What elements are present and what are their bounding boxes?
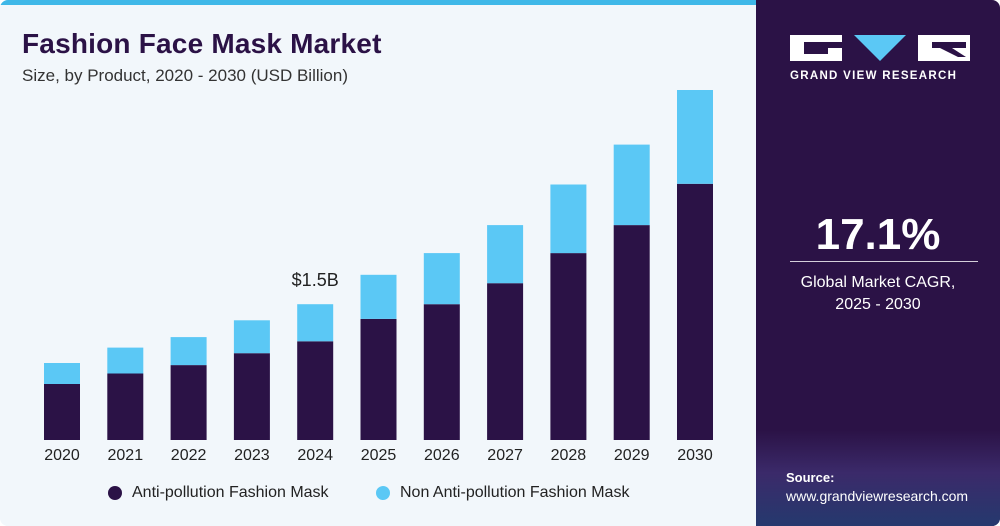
bar-anti-pollution-2030 (677, 183, 713, 441)
source-label: Source: (786, 470, 835, 485)
bar-non-anti-pollution-2028 (550, 184, 587, 254)
bar-chart: 2020 2021 2022 2023 2024 2025 2026 2027 2028 2029… (44, 90, 713, 464)
bar-anti-pollution-2021 (107, 373, 144, 440)
x-tick-label-2026: 2026 (424, 447, 460, 464)
legend-label-non-anti-pollution: Non Anti-pollution Fashion Mask (400, 484, 630, 501)
x-tick-label-2022: 2022 (171, 447, 207, 464)
brand-name: GRAND VIEW RESEARCH (790, 70, 958, 82)
legend-swatch-non-anti-pollution (376, 486, 390, 500)
legend-swatch-anti-pollution (108, 486, 122, 500)
bar-anti-pollution-2023 (233, 353, 270, 440)
bar-non-anti-pollution-2022 (170, 337, 207, 366)
bar-anti-pollution-2025 (360, 318, 397, 440)
source-link[interactable]: www.grandviewresearch.com (786, 488, 969, 504)
legend-item-non-anti-pollution: Non Anti-pollution Fashion Mask (376, 484, 629, 502)
cagr-value: 17.1% (815, 210, 941, 259)
bar-non-anti-pollution-2023 (233, 320, 270, 354)
bar-non-anti-pollution-2026 (423, 253, 460, 305)
cagr-label-line1: Global Market CAGR, (800, 274, 956, 291)
side-panel-footer (756, 430, 1000, 526)
x-tick-label-2021: 2021 (108, 447, 144, 464)
bar-non-anti-pollution-2027 (487, 225, 524, 284)
bar-anti-pollution-2027 (487, 283, 524, 440)
x-tick-label-2025: 2025 (361, 447, 397, 464)
bar-anti-pollution-2024 (297, 341, 334, 440)
bar-non-anti-pollution-2025 (360, 274, 397, 319)
bar-anti-pollution-2029 (613, 225, 650, 440)
cagr-label-line2: 2025 - 2030 (835, 296, 921, 313)
x-tick-label-2029: 2029 (614, 447, 650, 464)
chart-subtitle: Size, by Product, 2020 - 2030 (USD Billi… (22, 66, 348, 85)
x-tick-label-2030: 2030 (677, 447, 713, 464)
annotation-2024: $1.5B (292, 270, 339, 290)
divider (790, 261, 978, 262)
x-tick-label-2023: 2023 (234, 447, 270, 464)
accent-bar (0, 0, 756, 5)
x-tick-label-2028: 2028 (551, 447, 587, 464)
chart-title: Fashion Face Mask Market (22, 28, 382, 59)
bar-non-anti-pollution-2021 (107, 347, 144, 374)
cagr-label: Global Market CAGR, 2025 - 2030 (756, 272, 1000, 316)
bar-non-anti-pollution-2024 (297, 304, 334, 342)
x-tick-label-2024: 2024 (297, 447, 333, 464)
legend: Anti-pollution Fashion Mask Non Anti-pol… (0, 484, 756, 506)
legend-label-anti-pollution: Anti-pollution Fashion Mask (132, 484, 329, 501)
grand-view-research-logo (790, 35, 970, 61)
x-tick-label-2027: 2027 (487, 447, 523, 464)
bar-anti-pollution-2022 (170, 365, 207, 440)
bar-non-anti-pollution-2020 (44, 363, 80, 384)
legend-item-anti-pollution: Anti-pollution Fashion Mask (108, 484, 329, 502)
bar-anti-pollution-2026 (423, 304, 460, 440)
bar-non-anti-pollution-2029 (613, 144, 650, 226)
bar-anti-pollution-2020 (44, 384, 80, 440)
bar-anti-pollution-2028 (550, 253, 587, 440)
x-tick-label-2020: 2020 (44, 447, 80, 464)
bar-non-anti-pollution-2030 (677, 90, 713, 184)
